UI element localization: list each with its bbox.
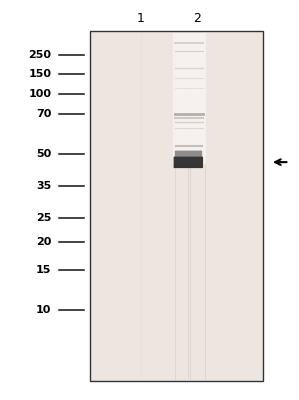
Bar	[90, 30, 263, 381]
Text: 250: 250	[28, 50, 51, 60]
Text: 70: 70	[36, 109, 51, 119]
FancyBboxPatch shape	[174, 156, 203, 168]
FancyBboxPatch shape	[175, 150, 202, 157]
Text: 35: 35	[36, 181, 51, 191]
Bar	[173, 32, 206, 164]
Text: 25: 25	[36, 213, 51, 223]
Text: 1: 1	[137, 12, 144, 25]
Text: 150: 150	[28, 70, 51, 80]
Text: 2: 2	[193, 12, 201, 25]
Text: 50: 50	[36, 149, 51, 159]
Text: 10: 10	[36, 305, 51, 315]
Text: 100: 100	[28, 89, 51, 99]
Text: 20: 20	[36, 237, 51, 247]
Text: 15: 15	[36, 265, 51, 275]
